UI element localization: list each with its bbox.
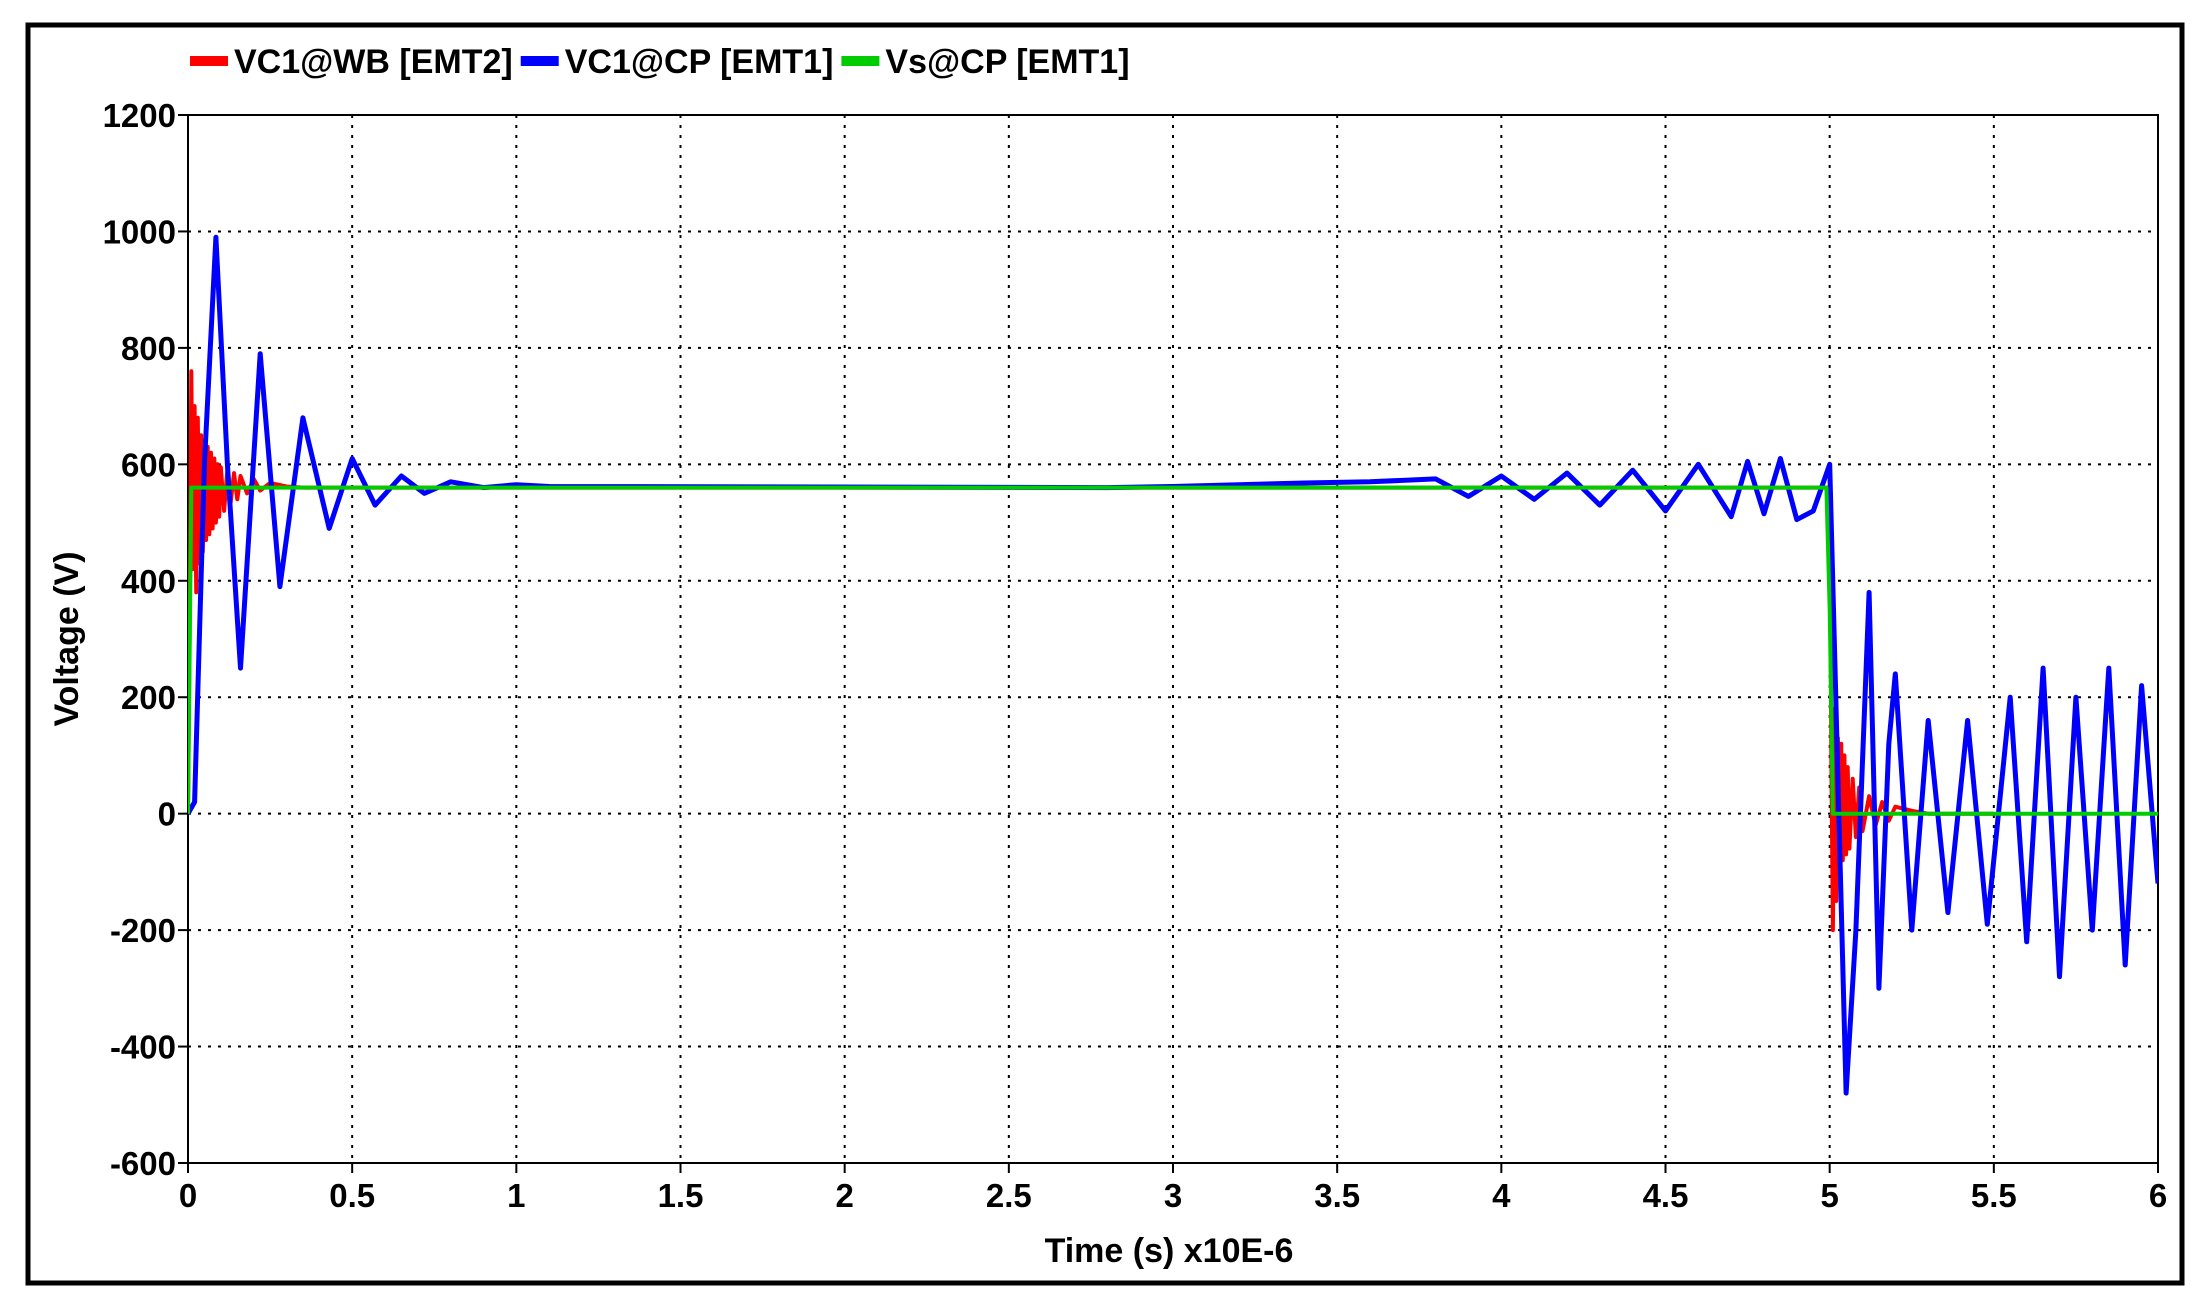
y-tick-label: 600 [121, 446, 176, 483]
legend-label-2: VC1@CP [EMT1] [565, 43, 834, 81]
x-axis-ticks: 0 0.5 1 1.5 2 2.5 3 3.5 4 4.5 5 5.5 6 [179, 1163, 2167, 1214]
x-tick-label: 0 [179, 1177, 197, 1214]
x-tick-label: 2 [835, 1177, 853, 1214]
legend: VC1@WB [EMT2] VC1@CP [EMT1] Vs@CP [EMT1] [190, 43, 1130, 81]
x-tick-label: 5 [1820, 1177, 1838, 1214]
x-tick-label: 6 [2149, 1177, 2167, 1214]
x-tick-label: 0.5 [329, 1177, 375, 1214]
x-tick-label: 1.5 [658, 1177, 704, 1214]
y-tick-label: 800 [121, 330, 176, 367]
x-tick-label: 3.5 [1314, 1177, 1360, 1214]
y-tick-label: -200 [110, 912, 176, 949]
legend-swatch-1 [190, 56, 228, 66]
series-layer [188, 234, 2158, 1096]
x-tick-label: 4 [1492, 1177, 1511, 1214]
series-line-2 [188, 234, 2158, 1096]
x-tick-label: 4.5 [1643, 1177, 1689, 1214]
x-axis-label: Time (s) x10E-6 [1045, 1232, 1294, 1270]
x-tick-label: 2.5 [986, 1177, 1032, 1214]
x-tick-label: 3 [1164, 1177, 1182, 1214]
y-axis-label: Voltage (V) [48, 551, 86, 726]
legend-swatch-3 [841, 56, 880, 66]
y-tick-label: 1200 [103, 97, 176, 134]
y-tick-label: 200 [121, 679, 176, 716]
y-tick-label: 400 [121, 563, 176, 600]
y-tick-label: 1000 [103, 213, 176, 250]
x-tick-label: 5.5 [1971, 1177, 2017, 1214]
legend-label-3: Vs@CP [EMT1] [885, 43, 1129, 81]
y-tick-label: -600 [110, 1145, 176, 1182]
series-line-3 [188, 485, 2158, 816]
y-axis-ticks: 1200 1000 800 600 400 200 0 -200 -400 -600 [103, 97, 188, 1182]
y-tick-label: 0 [158, 796, 176, 833]
legend-label-1: VC1@WB [EMT2] [234, 43, 513, 81]
x-tick-label: 1 [507, 1177, 525, 1214]
y-tick-label: -400 [110, 1029, 176, 1066]
legend-swatch-2 [520, 56, 559, 66]
